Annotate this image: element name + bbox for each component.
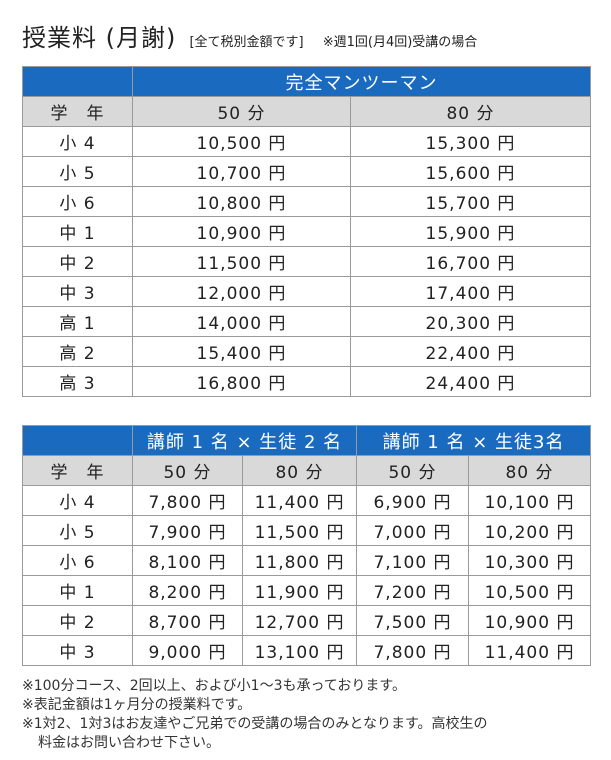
table-row: 中 1 10,900 円 15,900 円 bbox=[22, 216, 591, 247]
table-row: 高 2 15,400 円 22,400 円 bbox=[22, 336, 591, 367]
grade-cell: 中 1 bbox=[22, 216, 133, 247]
price-80-cell: 22,400 円 bbox=[350, 336, 591, 367]
table-row: 小 6 8,100 円 11,800 円 7,100 円 10,300 円 bbox=[22, 545, 592, 576]
grade-cell: 高 2 bbox=[22, 336, 133, 367]
trio-price-50-cell: 7,000 円 bbox=[356, 515, 470, 546]
price-50-cell: 14,000 円 bbox=[132, 306, 351, 337]
grade-cell: 小 5 bbox=[22, 515, 133, 546]
col-header-50: 50 分 bbox=[356, 455, 470, 486]
grade-cell: 中 1 bbox=[22, 575, 133, 606]
grade-cell: 中 2 bbox=[22, 605, 133, 636]
col-header-80: 80 分 bbox=[241, 455, 358, 486]
price-80-cell: 20,300 円 bbox=[350, 306, 591, 337]
pair-price-80-cell: 11,800 円 bbox=[241, 545, 358, 576]
grade-header: 学 年 bbox=[22, 96, 133, 127]
page-title: 授業料 (月謝) bbox=[22, 24, 177, 52]
trio-price-80-cell: 10,900 円 bbox=[468, 605, 592, 636]
grade-cell: 高 3 bbox=[22, 366, 133, 397]
pair-price-80-cell: 11,500 円 bbox=[241, 515, 358, 546]
price-80-cell: 15,700 円 bbox=[350, 186, 591, 217]
table-one-on-one: 完全マンツーマン 学 年 50 分 80 分 小 4 10,500 円 15,300… bbox=[22, 66, 591, 397]
price-50-cell: 15,400 円 bbox=[132, 336, 351, 367]
trio-price-50-cell: 7,800 円 bbox=[356, 635, 470, 666]
grade-header: 学 年 bbox=[22, 455, 133, 486]
table-row: 小 5 7,900 円 11,500 円 7,000 円 10,200 円 bbox=[22, 515, 592, 546]
trio-price-80-cell: 10,100 円 bbox=[468, 485, 592, 516]
trio-price-80-cell: 10,500 円 bbox=[468, 575, 592, 606]
grade-cell: 小 6 bbox=[22, 186, 133, 217]
table-row: 中 2 8,700 円 12,700 円 7,500 円 10,900 円 bbox=[22, 605, 592, 636]
table-row: 高 1 14,000 円 20,300 円 bbox=[22, 306, 591, 337]
footnote: 料金はお問い合わせ下さい。 bbox=[38, 735, 220, 751]
table-corner bbox=[22, 425, 133, 456]
price-80-cell: 17,400 円 bbox=[350, 276, 591, 307]
table-row: 小 4 7,800 円 11,400 円 6,900 円 10,100 円 bbox=[22, 485, 592, 516]
pair-price-80-cell: 13,100 円 bbox=[241, 635, 358, 666]
footnote: ※100分コース、2回以上、および小1～3も承っております。 bbox=[22, 678, 406, 694]
price-50-cell: 10,500 円 bbox=[132, 126, 351, 157]
table-corner bbox=[22, 66, 133, 97]
trio-price-50-cell: 7,200 円 bbox=[356, 575, 470, 606]
price-80-cell: 15,600 円 bbox=[350, 156, 591, 187]
col-header-80: 80 分 bbox=[350, 96, 591, 127]
footnote: ※表記金額は1ヶ月分の授業料です。 bbox=[22, 697, 252, 713]
table-row: 高 3 16,800 円 24,400 円 bbox=[22, 366, 591, 397]
course-header: 完全マンツーマン bbox=[132, 66, 591, 97]
pair-price-50-cell: 7,800 円 bbox=[132, 485, 243, 516]
pair-price-50-cell: 8,100 円 bbox=[132, 545, 243, 576]
price-50-cell: 10,900 円 bbox=[132, 216, 351, 247]
pair-price-50-cell: 8,200 円 bbox=[132, 575, 243, 606]
price-50-cell: 16,800 円 bbox=[132, 366, 351, 397]
grade-cell: 高 1 bbox=[22, 306, 133, 337]
price-80-cell: 15,300 円 bbox=[350, 126, 591, 157]
trio-price-50-cell: 7,100 円 bbox=[356, 545, 470, 576]
grade-cell: 中 3 bbox=[22, 276, 133, 307]
pair-price-80-cell: 11,400 円 bbox=[241, 485, 358, 516]
table-row: 中 3 9,000 円 13,100 円 7,800 円 11,400 円 bbox=[22, 635, 592, 666]
trio-price-50-cell: 6,900 円 bbox=[356, 485, 470, 516]
footnote: ※1対2、1対3はお友達やご兄弟での受講の場合のみとなります。高校生の bbox=[22, 716, 488, 732]
col-header-50: 50 分 bbox=[132, 96, 351, 127]
price-50-cell: 10,700 円 bbox=[132, 156, 351, 187]
grade-cell: 小 4 bbox=[22, 485, 133, 516]
pair-price-50-cell: 8,700 円 bbox=[132, 605, 243, 636]
pair-price-80-cell: 12,700 円 bbox=[241, 605, 358, 636]
table-row: 中 3 12,000 円 17,400 円 bbox=[22, 276, 591, 307]
pair-price-80-cell: 11,900 円 bbox=[241, 575, 358, 606]
trio-price-80-cell: 10,300 円 bbox=[468, 545, 592, 576]
col-header-50: 50 分 bbox=[132, 455, 243, 486]
header: 授業料 (月謝) [全て税別金額です] ※週1回(月4回)受講の場合 bbox=[22, 18, 477, 53]
price-80-cell: 16,700 円 bbox=[350, 246, 591, 277]
grade-cell: 中 2 bbox=[22, 246, 133, 277]
col-header-80: 80 分 bbox=[468, 455, 592, 486]
frequency-note: ※週1回(月4回)受講の場合 bbox=[322, 35, 478, 50]
trio-price-80-cell: 10,200 円 bbox=[468, 515, 592, 546]
course-header-trio: 講師 1 名 × 生徒3名 bbox=[356, 425, 592, 456]
price-80-cell: 24,400 円 bbox=[350, 366, 591, 397]
course-header-pair: 講師 1 名 × 生徒 2 名 bbox=[131, 425, 358, 456]
table-row: 中 2 11,500 円 16,700 円 bbox=[22, 246, 591, 277]
price-80-cell: 15,900 円 bbox=[350, 216, 591, 247]
table-row: 小 4 10,500 円 15,300 円 bbox=[22, 126, 591, 157]
price-50-cell: 11,500 円 bbox=[132, 246, 351, 277]
trio-price-50-cell: 7,500 円 bbox=[356, 605, 470, 636]
price-50-cell: 12,000 円 bbox=[132, 276, 351, 307]
grade-cell: 中 3 bbox=[22, 635, 133, 666]
table-row: 中 1 8,200 円 11,900 円 7,200 円 10,500 円 bbox=[22, 575, 592, 606]
grade-cell: 小 4 bbox=[22, 126, 133, 157]
grade-cell: 小 6 bbox=[22, 545, 133, 576]
tax-note: [全て税別金額です] bbox=[189, 35, 304, 50]
table-group: 講師 1 名 × 生徒 2 名 講師 1 名 × 生徒3名 学 年 50 分 8… bbox=[22, 425, 592, 666]
trio-price-80-cell: 11,400 円 bbox=[468, 635, 592, 666]
table-row: 小 5 10,700 円 15,600 円 bbox=[22, 156, 591, 187]
pair-price-50-cell: 7,900 円 bbox=[132, 515, 243, 546]
pair-price-50-cell: 9,000 円 bbox=[132, 635, 243, 666]
price-50-cell: 10,800 円 bbox=[132, 186, 351, 217]
footnotes: ※100分コース、2回以上、および小1～3も承っております。 ※表記金額は1ヶ月… bbox=[22, 677, 488, 753]
grade-cell: 小 5 bbox=[22, 156, 133, 187]
table-row: 小 6 10,800 円 15,700 円 bbox=[22, 186, 591, 217]
